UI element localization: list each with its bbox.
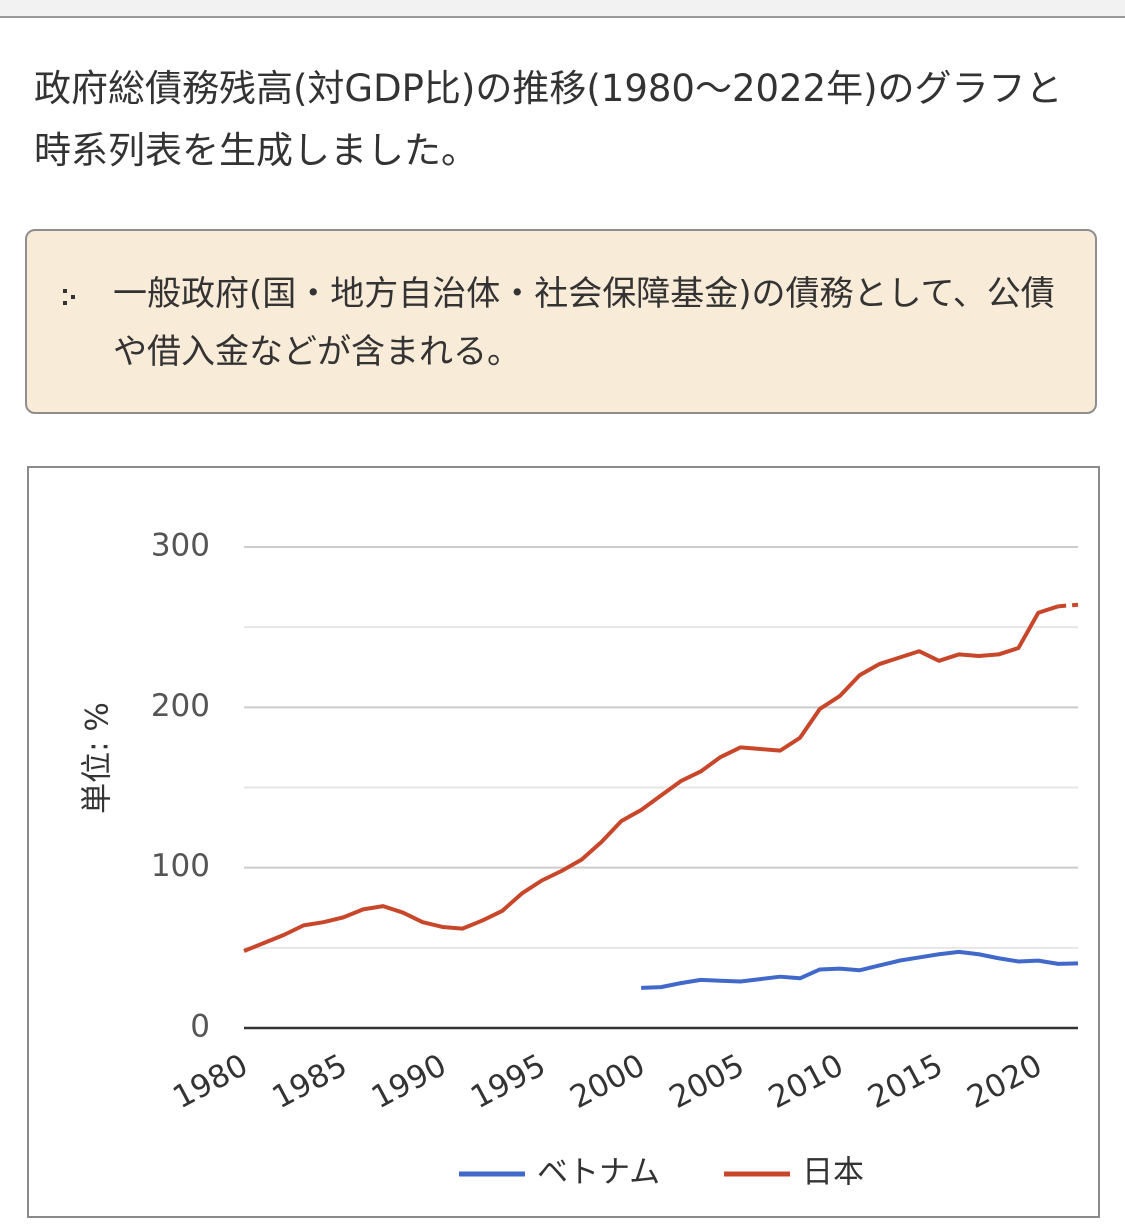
x-tick-label: 2005 (664, 1047, 751, 1116)
x-tick-label: 2000 (564, 1047, 651, 1116)
x-tick-label: 1990 (366, 1047, 453, 1116)
y-axis-label: 単位: % (80, 702, 116, 814)
series-line-vietnam (641, 949, 1079, 990)
x-tick-label: 1985 (266, 1047, 353, 1116)
series-line-japan (243, 604, 1059, 953)
series-line-japan-estimate (1057, 602, 1079, 609)
legend-label: ベトナム (537, 1155, 660, 1191)
intro-text: 政府総債務残高(対GDP比)の推移(1980〜2022年)のグラフと時系列表を生… (34, 67, 1063, 172)
note-box: 一般政府(国・地方自治体・社会保障基金)の債務として、公債や借入金などが含まれる… (25, 229, 1097, 414)
x-tick-label: 2015 (862, 1047, 949, 1116)
bullet-icon (63, 289, 75, 305)
y-tick-label: 300 (151, 528, 210, 564)
x-tick-label: 2010 (763, 1047, 850, 1116)
grid-lines (244, 546, 1078, 1030)
x-tick-label: 2020 (961, 1047, 1048, 1116)
note-text: 一般政府(国・地方自治体・社会保障基金)の債務として、公債や借入金などが含まれる… (113, 274, 1055, 372)
chart-frame: 0 100 200 300 1980 1985 1990 1995 2000 2005 2010 2… (27, 466, 1100, 1218)
x-tick-labels: 1980 1985 1990 1995 2000 2005 2010 2015 2020 (167, 1047, 1048, 1116)
y-tick-label: 100 (151, 848, 210, 884)
legend: ベトナム 日本 (459, 1155, 864, 1191)
y-tick-label: 200 (151, 688, 210, 724)
x-tick-label: 1995 (465, 1047, 552, 1116)
y-tick-label: 0 (190, 1009, 210, 1045)
legend-label: 日本 (802, 1155, 864, 1191)
series-lines (243, 602, 1079, 990)
x-tick-label: 1980 (167, 1047, 254, 1116)
y-tick-labels: 0 100 200 300 (151, 528, 210, 1045)
top-bar (0, 0, 1125, 18)
